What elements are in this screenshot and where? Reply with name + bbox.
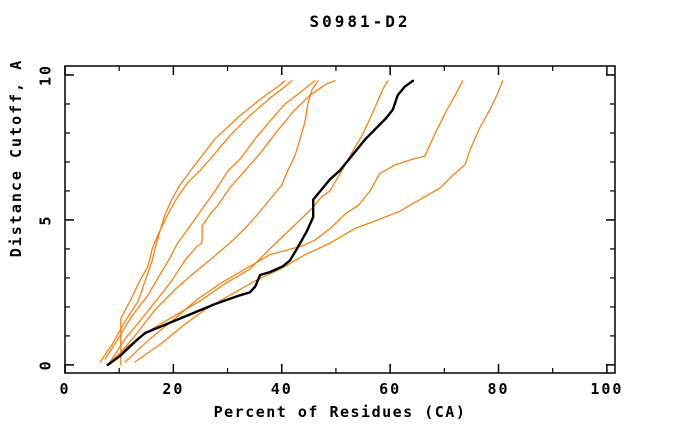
x-tick-label: 40 [271, 380, 293, 398]
x-tick-label: 100 [590, 380, 623, 398]
series-line-prediction-4 [109, 80, 336, 363]
x-tick-label: 60 [379, 380, 401, 398]
series-line-prediction-5 [114, 80, 319, 360]
series-line-prediction-3 [104, 80, 316, 360]
y-tick-label: 0 [37, 359, 55, 370]
x-tick-label: 20 [162, 380, 184, 398]
series-line-prediction-1 [99, 80, 286, 363]
x-tick-label: 0 [59, 380, 70, 398]
x-axis-title: Percent of Residues (CA) [213, 403, 467, 421]
y-tick-label: 10 [37, 64, 55, 86]
chart-title: S0981-D2 [309, 12, 411, 31]
series-line-prediction-6 [109, 80, 389, 363]
y-tick-label: 5 [37, 214, 55, 225]
series-line-model [106, 79, 415, 367]
series-line-prediction-7 [124, 80, 464, 363]
x-tick-label: 80 [487, 380, 509, 398]
series-line-prediction-8 [134, 80, 504, 363]
y-axis-title: Distance Cutoff, A [7, 58, 25, 258]
series-line-prediction-2 [120, 80, 293, 366]
